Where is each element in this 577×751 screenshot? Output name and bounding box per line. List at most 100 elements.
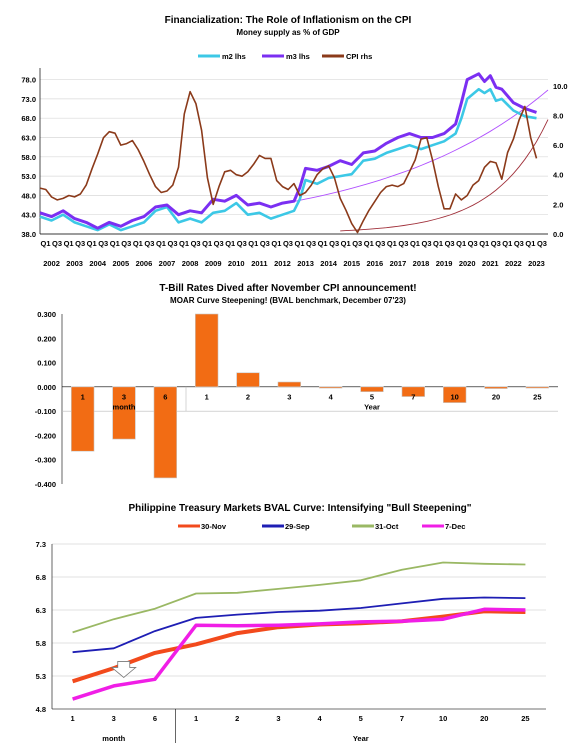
quarter-tick: Q3 <box>352 239 362 248</box>
quarter-tick: Q1 <box>525 239 535 248</box>
left-axis-tick: 78.0 <box>21 76 36 85</box>
bar <box>484 386 508 389</box>
quarter-tick: Q3 <box>144 239 154 248</box>
year-label: 2014 <box>320 259 338 268</box>
group-label-year: Year <box>353 734 369 743</box>
category-label: 2 <box>235 714 239 723</box>
chart3-title: Philippine Treasury Markets BVAL Curve: … <box>128 503 471 514</box>
quarter-tick: Q3 <box>306 239 316 248</box>
group-label-month: month <box>102 734 125 743</box>
quarter-tick: Q1 <box>156 239 166 248</box>
quarter-tick: Q3 <box>445 239 455 248</box>
quarter-tick: Q1 <box>64 239 74 248</box>
chart2-title: T-Bill Rates Dived after November CPI an… <box>159 283 416 294</box>
left-axis-tick: 53.0 <box>21 172 36 181</box>
category-label: 6 <box>163 393 167 402</box>
series-line-29-Sep <box>72 596 526 654</box>
quarter-tick: Q3 <box>214 239 224 248</box>
quarter-tick: Q1 <box>433 239 443 248</box>
quarter-tick: Q3 <box>52 239 62 248</box>
category-label: 25 <box>521 714 529 723</box>
quarter-tick: Q3 <box>191 239 201 248</box>
quarter-tick: Q3 <box>375 239 385 248</box>
right-axis-tick: 6.0 <box>553 141 563 150</box>
year-label: 2017 <box>390 259 407 268</box>
quarter-tick: Q1 <box>40 239 50 248</box>
bar <box>360 386 384 393</box>
y-axis-tick: 5.8 <box>36 639 46 648</box>
year-label: 2012 <box>274 259 291 268</box>
y-axis-tick: 6.8 <box>36 573 46 582</box>
quarter-tick: Q3 <box>75 239 85 248</box>
quarter-tick: Q1 <box>387 239 397 248</box>
bar <box>112 386 136 440</box>
bar <box>195 313 219 388</box>
year-label: 2022 <box>505 259 522 268</box>
left-axis-tick: 68.0 <box>21 114 36 123</box>
year-label: 2021 <box>482 259 499 268</box>
category-label: 7 <box>411 393 415 402</box>
year-label: 2006 <box>136 259 153 268</box>
quarter-tick: Q3 <box>98 239 108 248</box>
legend-label: m2 lhs <box>222 52 246 61</box>
quarter-tick: Q3 <box>167 239 177 248</box>
legend-label: m3 lhs <box>286 52 310 61</box>
bar <box>153 386 177 479</box>
quarter-tick: Q1 <box>294 239 304 248</box>
category-label: 5 <box>370 393 374 402</box>
quarter-tick: Q3 <box>121 239 131 248</box>
trend-curve-upper <box>293 89 549 202</box>
y-axis-tick: 0.100 <box>37 359 56 368</box>
legend-label: 30-Nov <box>201 522 227 531</box>
trend-curve-lower <box>340 119 549 232</box>
category-label: 4 <box>317 714 322 723</box>
left-axis-tick: 48.0 <box>21 191 36 200</box>
year-label: 2013 <box>297 259 314 268</box>
category-label: 20 <box>480 714 488 723</box>
y-axis-tick: 6.3 <box>36 606 46 615</box>
category-label: 20 <box>492 393 500 402</box>
right-axis-tick: 8.0 <box>553 111 563 120</box>
quarter-tick: Q3 <box>398 239 408 248</box>
category-label: 4 <box>329 393 334 402</box>
y-axis-tick: 0.300 <box>37 310 56 319</box>
category-label: 3 <box>112 714 116 723</box>
quarter-tick: Q1 <box>110 239 120 248</box>
quarter-tick: Q1 <box>318 239 328 248</box>
year-label: 2004 <box>89 259 107 268</box>
category-label: 3 <box>122 393 126 402</box>
category-label: 25 <box>533 393 541 402</box>
quarter-tick: Q3 <box>329 239 339 248</box>
y-axis-tick: 4.8 <box>36 705 46 714</box>
quarter-tick: Q3 <box>260 239 270 248</box>
bar <box>277 381 302 388</box>
left-axis-tick: 63.0 <box>21 133 36 142</box>
quarter-tick: Q3 <box>491 239 501 248</box>
quarter-tick: Q3 <box>237 239 247 248</box>
year-label: 2008 <box>182 259 199 268</box>
bar <box>442 386 467 403</box>
y-axis-tick: 0.000 <box>37 383 56 392</box>
series-line-30-Nov <box>71 609 526 684</box>
year-label: 2009 <box>205 259 222 268</box>
y-axis-tick: 7.3 <box>36 540 46 549</box>
left-axis-tick: 73.0 <box>21 95 36 104</box>
bar <box>318 386 343 389</box>
quarter-tick: Q1 <box>502 239 512 248</box>
series-line-31-Oct <box>72 561 526 634</box>
right-axis-tick: 10.0 <box>553 82 568 91</box>
quarter-tick: Q1 <box>410 239 420 248</box>
left-axis-tick: 58.0 <box>21 153 36 162</box>
quarter-tick: Q1 <box>479 239 489 248</box>
quarter-tick: Q1 <box>456 239 466 248</box>
right-axis-tick: 2.0 <box>553 200 563 209</box>
quarter-tick: Q3 <box>468 239 478 248</box>
group-label-year: Year <box>364 402 380 411</box>
category-label: 10 <box>450 393 458 402</box>
down-arrow-icon <box>110 661 137 678</box>
category-label: 3 <box>287 393 291 402</box>
quarter-tick: Q1 <box>202 239 212 248</box>
series-line-CPI-rhs <box>39 90 538 234</box>
category-label: 1 <box>70 714 74 723</box>
